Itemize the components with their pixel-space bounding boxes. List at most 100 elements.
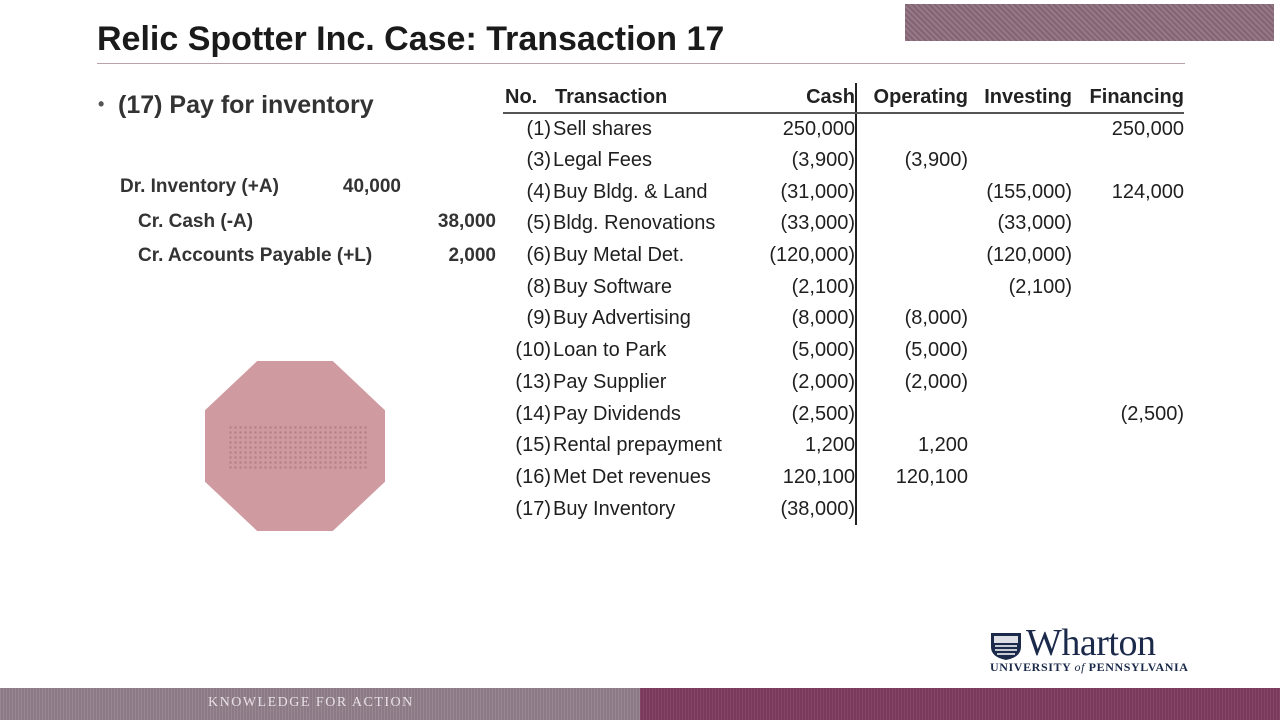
row-operating <box>856 398 968 430</box>
row-cash: (8,000) <box>757 303 857 335</box>
row-investing <box>968 367 1072 399</box>
row-operating <box>856 271 968 303</box>
penn-crest-icon <box>991 633 1021 660</box>
bullet-item: • (17) Pay for inventory <box>98 91 374 120</box>
row-cash: (31,000) <box>757 176 857 209</box>
row-investing <box>968 335 1072 367</box>
row-no: (9) <box>526 307 551 330</box>
table-row: (10) Loan to Park (5,000) (5,000) <box>503 334 1184 367</box>
header-no: No. <box>503 83 551 114</box>
row-no: (5) <box>526 212 551 235</box>
row-transaction: Sell shares <box>553 117 652 140</box>
journal-credit-amount: 38,000 <box>437 211 496 232</box>
row-transaction: Met Det revenues <box>553 465 711 488</box>
title-divider <box>97 63 1185 64</box>
transactions-table: No. Transaction Cash Operating Investing… <box>503 83 1184 525</box>
row-transaction: Pay Dividends <box>553 402 681 425</box>
row-financing <box>1072 240 1184 272</box>
university-subtitle: UNIVERSITY of PENNSYLVANIA <box>990 660 1189 675</box>
table-row: (13) Pay Supplier (2,000) (2,000) <box>503 366 1184 399</box>
row-financing: 250,000 <box>1111 117 1184 140</box>
row-transaction: Rental prepayment <box>553 434 722 457</box>
row-cash: 120,100 <box>757 461 857 494</box>
table-row: (5) Bldg. Renovations (33,000) (33,000) <box>503 208 1184 240</box>
wharton-wordmark: Wharton <box>1026 622 1156 664</box>
table-row: (17) Buy Inventory (38,000) <box>503 493 1184 525</box>
row-financing <box>1072 367 1184 399</box>
row-financing <box>1072 462 1184 494</box>
header-transaction: Transaction <box>551 83 757 114</box>
row-operating <box>856 176 968 208</box>
row-no: (4) <box>526 180 551 203</box>
row-investing: (155,000) <box>986 180 1072 203</box>
row-operating: (5,000) <box>904 339 968 362</box>
row-financing <box>1072 493 1184 525</box>
row-cash: (3,900) <box>757 144 857 177</box>
row-no: (1) <box>526 117 551 140</box>
row-no: (14) <box>515 402 551 425</box>
row-transaction: Legal Fees <box>553 149 652 172</box>
header-investing: Investing <box>968 83 1072 114</box>
row-investing: (120,000) <box>986 244 1072 267</box>
row-operating <box>856 493 968 525</box>
table-row: (15) Rental prepayment 1,200 1,200 <box>503 429 1184 462</box>
table-header-row: No. Transaction Cash Operating Investing… <box>503 83 1184 114</box>
slide-title: Relic Spotter Inc. Case: Transaction 17 <box>97 20 725 58</box>
table-row: (16) Met Det revenues 120,100 120,100 <box>503 461 1184 494</box>
journal-debit-label: Dr. Inventory (+A) <box>120 176 279 197</box>
row-investing: (33,000) <box>997 212 1073 235</box>
table-row: (4) Buy Bldg. & Land (31,000) (155,000) 124,… <box>503 176 1184 209</box>
journal-debit-amount: 40,000 <box>342 176 401 197</box>
row-financing <box>1072 335 1184 367</box>
row-cash: (2,500) <box>757 398 857 430</box>
table-row: (3) Legal Fees (3,900) (3,900) <box>503 144 1184 177</box>
subtitle-prefix: UNIVERSITY <box>990 660 1075 674</box>
row-financing <box>1072 303 1184 335</box>
table-row: (14) Pay Dividends (2,500) (2,500) <box>503 398 1184 430</box>
row-transaction: Buy Advertising <box>553 307 691 330</box>
row-no: (16) <box>515 465 551 488</box>
row-investing <box>968 398 1072 430</box>
row-financing <box>1072 271 1184 303</box>
row-investing: (2,100) <box>1008 275 1072 298</box>
row-operating: 120,100 <box>895 465 968 488</box>
table-row: (8) Buy Software (2,100) (2,100) <box>503 271 1184 304</box>
row-no: (3) <box>526 149 551 172</box>
row-investing <box>968 493 1072 525</box>
row-financing <box>1072 145 1184 177</box>
footer-band-right <box>640 688 1280 720</box>
row-operating: (8,000) <box>904 307 968 330</box>
row-operating <box>856 208 968 240</box>
row-cash: 250,000 <box>757 113 857 145</box>
row-cash: (2,100) <box>757 271 857 304</box>
row-investing <box>968 303 1072 335</box>
row-investing <box>968 113 1072 145</box>
footer-band-left <box>0 688 640 720</box>
row-no: (6) <box>526 244 551 267</box>
row-no: (10) <box>515 339 551 362</box>
stop-sign-texture <box>228 425 368 470</box>
row-financing <box>1072 430 1184 462</box>
row-transaction: Buy Metal Det. <box>553 244 685 267</box>
row-no: (15) <box>515 434 551 457</box>
row-transaction: Pay Supplier <box>553 370 667 393</box>
subtitle-suffix: PENNSYLVANIA <box>1085 660 1189 674</box>
row-cash: (5,000) <box>757 334 857 367</box>
row-investing <box>968 462 1072 494</box>
row-operating <box>856 113 968 145</box>
header-operating: Operating <box>856 83 968 114</box>
row-financing: (2,500) <box>1120 402 1184 425</box>
row-no: (17) <box>515 497 551 520</box>
row-transaction: Loan to Park <box>553 339 667 362</box>
row-operating <box>856 240 968 272</box>
table-row: (1) Sell shares 250,000 250,000 <box>503 113 1184 145</box>
footer-tagline: KNOWLEDGE FOR ACTION <box>208 695 414 710</box>
row-investing <box>968 430 1072 462</box>
row-cash: (33,000) <box>757 208 857 240</box>
row-cash: 1,200 <box>757 429 857 462</box>
journal-credit-label: Cr. Accounts Payable (+L) <box>138 245 373 266</box>
row-cash: (2,000) <box>757 366 857 399</box>
row-transaction: Buy Inventory <box>553 497 676 520</box>
header-decoration-box <box>905 4 1274 41</box>
row-operating: (3,900) <box>904 149 968 172</box>
